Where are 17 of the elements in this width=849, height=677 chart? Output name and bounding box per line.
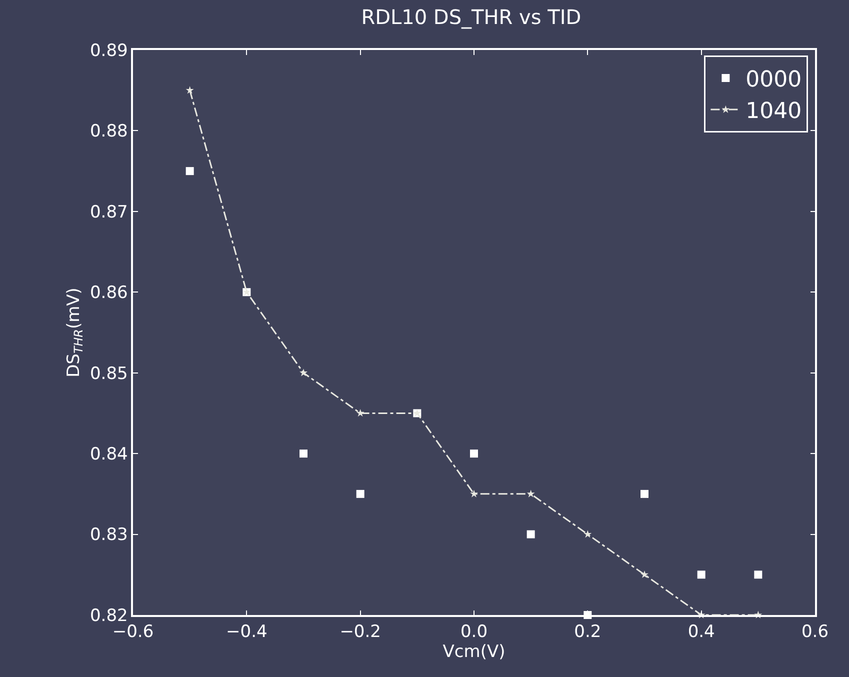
x-axis-title: Vcm(V) — [442, 642, 506, 662]
x-tick-label: 0.0 — [460, 622, 488, 642]
chart-title: RDL10 DS_THR vs TID — [361, 5, 582, 30]
x-tick-label: 0.6 — [801, 622, 829, 642]
y-tick-label: 0.89 — [90, 40, 128, 61]
x-tick-label: −0.2 — [340, 622, 381, 642]
x-tick-label: 0.2 — [574, 622, 602, 642]
y-tick-label: 0.87 — [90, 202, 128, 222]
y-tick-label: 0.83 — [90, 525, 128, 546]
y-tick-label: 0.88 — [90, 122, 128, 142]
x-tick-label: −0.4 — [226, 622, 268, 642]
legend-label: 0000 — [746, 68, 802, 93]
y-tick-label: 0.86 — [90, 283, 128, 304]
y-tick-label: 0.84 — [90, 444, 128, 465]
legend-label: 1040 — [746, 99, 802, 124]
y-tick-label: 0.85 — [90, 364, 128, 384]
x-tick-label: 0.4 — [688, 622, 715, 642]
